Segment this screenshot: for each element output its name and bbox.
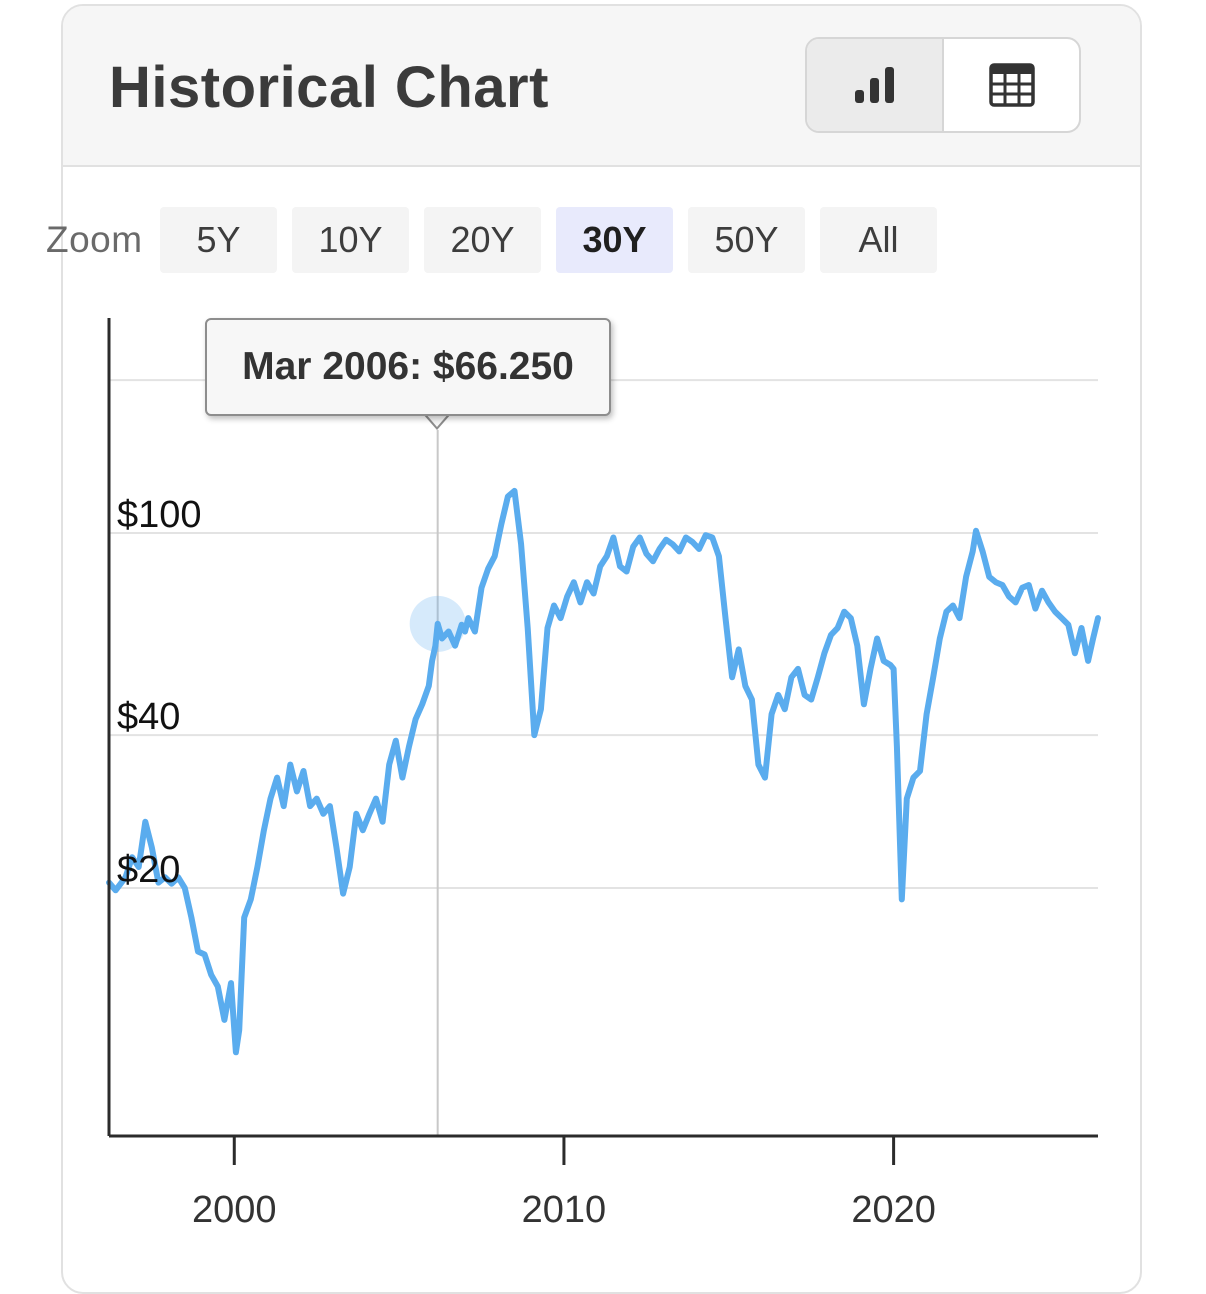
zoom-30y-button[interactable]: 30Y [556, 207, 673, 273]
view-toggle [805, 37, 1081, 133]
zoom-50y-button[interactable]: 50Y [688, 207, 805, 273]
zoom-10y-button[interactable]: 10Y [292, 207, 409, 273]
card-header: Historical Chart [63, 6, 1140, 167]
table-grid-icon [988, 63, 1035, 107]
chart-title: Historical Chart [109, 55, 549, 120]
y-tick-label: $20 [117, 849, 180, 891]
zoom-5y-button[interactable]: 5Y [160, 207, 277, 273]
tooltip-arrow-fill [425, 413, 449, 427]
x-tick-label: 2020 [851, 1189, 936, 1231]
price-chart[interactable]: $20 $40 $100 2000 2010 2020 [0, 0, 1206, 1256]
zoom-20y-button[interactable]: 20Y [424, 207, 541, 273]
y-tick-label: $40 [117, 696, 180, 738]
highlight-point [409, 595, 466, 652]
tooltip: Mar 2006: $66.250 [205, 318, 611, 416]
x-tick-label: 2010 [522, 1189, 607, 1231]
chart-view-button[interactable] [807, 39, 942, 131]
zoom-label: Zoom [46, 219, 143, 260]
zoom-controls: Zoom 5Y 10Y 20Y 30Y 50Y All [46, 207, 952, 273]
bar-chart-icon [854, 67, 894, 103]
x-tick-label: 2000 [192, 1189, 277, 1231]
zoom-all-button[interactable]: All [820, 207, 937, 273]
table-view-button[interactable] [942, 39, 1079, 131]
price-series-line [106, 487, 1101, 1056]
y-tick-label: $100 [117, 494, 202, 536]
